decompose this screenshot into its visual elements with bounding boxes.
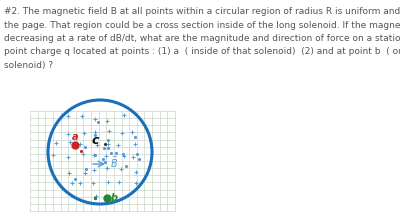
- Text: a: a: [72, 132, 79, 142]
- Text: #2. The magnetic field B at all points within a circular region of radius R is u: #2. The magnetic field B at all points w…: [4, 7, 400, 16]
- Text: solenoid) ?: solenoid) ?: [4, 61, 53, 70]
- Text: point charge q located at points : (1) a  ( inside of that solenoid)  (2) and at: point charge q located at points : (1) a…: [4, 48, 400, 57]
- Text: $\vec{B}$: $\vec{B}$: [110, 155, 118, 170]
- Text: the page. That region could be a cross section inside of the long solenoid. If t: the page. That region could be a cross s…: [4, 21, 400, 30]
- Text: decreasing at a rate of dB/dt, what are the magnitude and direction of force on : decreasing at a rate of dB/dt, what are …: [4, 34, 400, 43]
- Text: b: b: [111, 193, 118, 203]
- Text: c: c: [92, 134, 99, 147]
